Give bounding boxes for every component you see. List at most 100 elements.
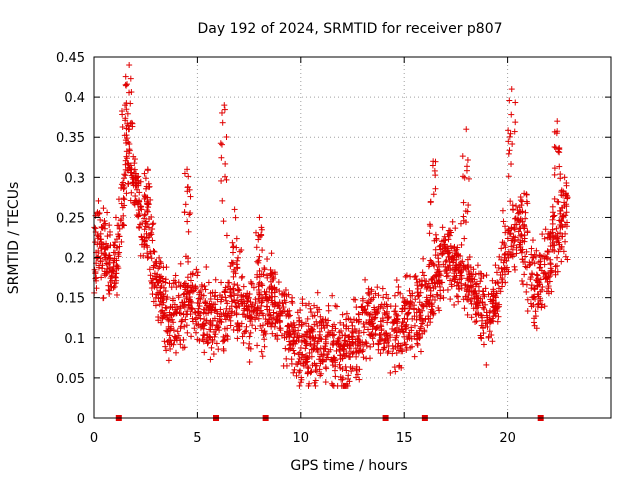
spike-point (521, 223, 528, 230)
data-point (380, 344, 387, 351)
data-point (191, 309, 198, 316)
data-point (291, 350, 298, 357)
data-point (430, 285, 437, 292)
data-point (440, 249, 447, 256)
data-point (102, 220, 109, 227)
data-point (160, 264, 167, 271)
data-point (272, 333, 279, 340)
spike-point (505, 150, 512, 157)
data-point (557, 245, 564, 252)
spike-point (460, 199, 467, 206)
data-point (149, 221, 156, 228)
data-point (244, 307, 251, 314)
data-point (242, 314, 249, 321)
data-point (467, 298, 474, 305)
data-point (190, 287, 197, 294)
data-point (312, 382, 319, 389)
data-point (314, 289, 321, 296)
data-point (255, 315, 262, 322)
data-point (120, 221, 127, 228)
data-point (197, 287, 204, 294)
data-point (337, 364, 344, 371)
data-point (148, 213, 155, 220)
data-point (560, 188, 567, 195)
data-point (189, 315, 196, 322)
spike-point (462, 208, 469, 215)
data-point (200, 325, 207, 332)
data-point (529, 259, 536, 266)
data-point (425, 313, 432, 320)
data-point (533, 277, 540, 284)
data-point (201, 316, 208, 323)
data-point (551, 212, 558, 219)
data-point (337, 319, 344, 326)
data-point (246, 340, 253, 347)
data-point (106, 265, 113, 272)
data-point (166, 341, 173, 348)
data-point (407, 303, 414, 310)
data-point (238, 246, 245, 253)
data-point (251, 305, 258, 312)
data-point (220, 345, 227, 352)
spike-point (234, 254, 241, 261)
data-point (561, 174, 568, 181)
data-point (272, 320, 279, 327)
data-point (299, 300, 306, 307)
data-point (227, 317, 234, 324)
data-point (308, 368, 315, 375)
data-point (545, 230, 552, 237)
data-point (310, 335, 317, 342)
data-point (465, 270, 472, 277)
data-point (501, 251, 508, 258)
data-point (221, 313, 228, 320)
data-point (434, 280, 441, 287)
data-point (128, 165, 135, 172)
data-point (185, 301, 192, 308)
data-point (132, 197, 139, 204)
data-point (551, 195, 558, 202)
spike-point (221, 106, 228, 113)
data-point (343, 323, 350, 330)
data-point (303, 358, 310, 365)
data-point (265, 311, 272, 318)
data-point (395, 289, 402, 296)
data-point (432, 246, 439, 253)
spike-point (218, 154, 225, 161)
data-point (333, 347, 340, 354)
data-point (400, 319, 407, 326)
data-point (268, 297, 275, 304)
data-point (259, 353, 266, 360)
data-point (187, 296, 194, 303)
data-point (458, 268, 465, 275)
data-point (153, 273, 160, 280)
spike-point (230, 244, 237, 251)
data-point (364, 299, 371, 306)
data-point (121, 196, 128, 203)
data-point (369, 335, 376, 342)
data-point (276, 305, 283, 312)
spike-point (122, 73, 129, 80)
data-point (224, 333, 231, 340)
spike-point (426, 230, 433, 237)
data-point (404, 316, 411, 323)
data-point (408, 343, 415, 350)
data-point (203, 263, 210, 270)
y-tick-label: 0.35 (56, 131, 85, 146)
data-point (356, 376, 363, 383)
data-point (169, 297, 176, 304)
data-point (112, 214, 119, 221)
data-point (520, 281, 527, 288)
data-point (482, 285, 489, 292)
data-point (423, 285, 430, 292)
data-point (155, 295, 162, 302)
data-point (327, 346, 334, 353)
data-point (493, 269, 500, 276)
data-point (189, 271, 196, 278)
data-point (407, 292, 414, 299)
data-point (102, 256, 109, 263)
data-point (202, 320, 209, 327)
data-point (538, 304, 545, 311)
data-point (143, 242, 150, 249)
y-tick-label: 0.4 (64, 91, 85, 106)
data-point (403, 272, 410, 279)
